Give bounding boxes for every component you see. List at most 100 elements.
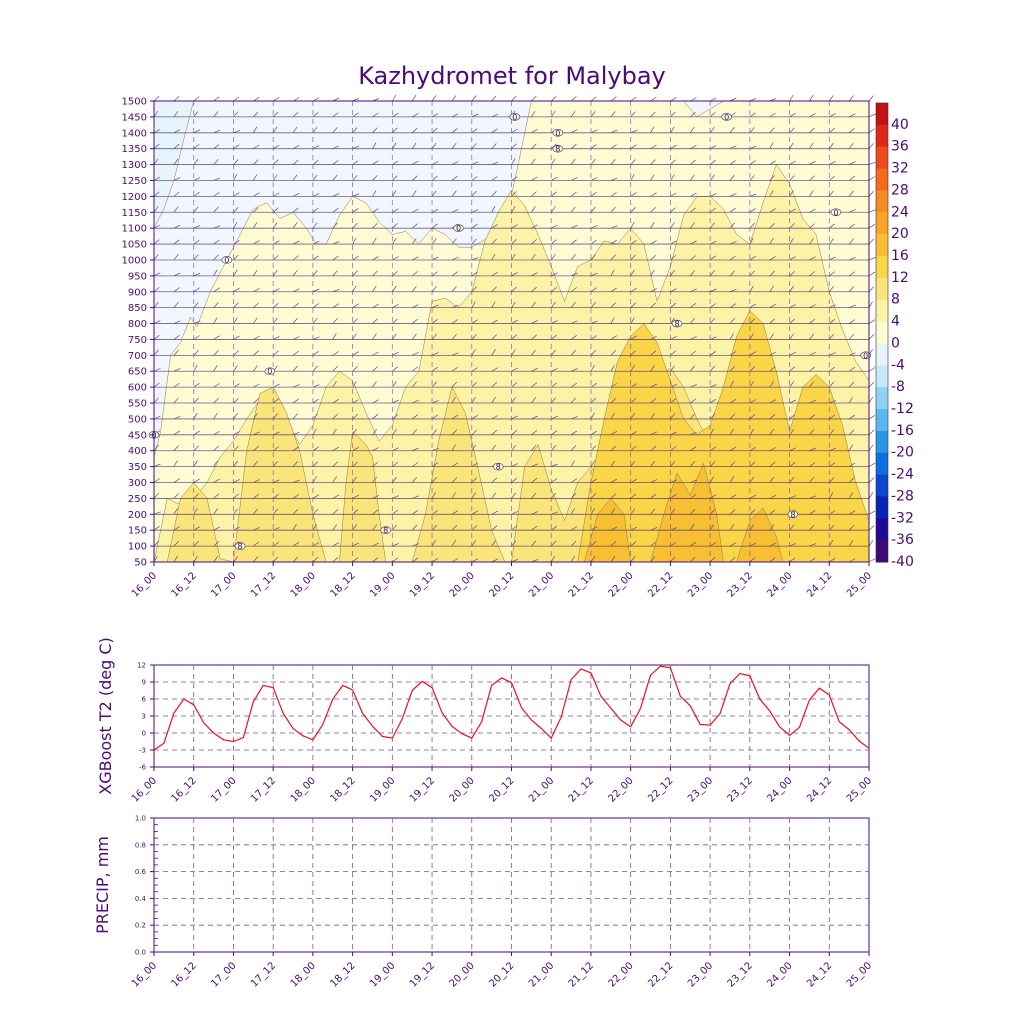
wind-barb (431, 333, 437, 340)
wind-barb (173, 368, 181, 372)
wind-barb (253, 96, 260, 102)
wind-barb (709, 97, 717, 102)
wind-barb (431, 271, 438, 277)
wind-barb (829, 319, 836, 324)
wind-barb (411, 381, 417, 388)
wind-barb (431, 429, 437, 436)
wind-barb (769, 494, 777, 499)
wind-barb (769, 127, 775, 134)
wind-barb (471, 257, 479, 261)
wind-barb (789, 447, 797, 452)
wind-barb (789, 543, 797, 547)
wind-barb (789, 270, 796, 277)
wind-barb (769, 237, 774, 245)
wind-barb (253, 207, 259, 213)
wind-barb (511, 367, 518, 372)
wind-barb (749, 381, 754, 388)
wind-barb (272, 494, 280, 499)
wind-barb (709, 509, 716, 515)
x-tick-label: 25_00 (845, 775, 874, 804)
x-tick-label: 18_00 (289, 775, 318, 804)
wind-barb (332, 160, 339, 165)
wind-barb (491, 319, 498, 324)
wind-barb (729, 494, 737, 499)
wind-barb (213, 225, 221, 229)
y-tick-label: 900 (128, 287, 147, 298)
wind-barb (471, 238, 477, 245)
wind-barb (868, 381, 875, 388)
wind-barb (411, 285, 417, 292)
wind-barb (213, 508, 218, 515)
wind-barb (312, 193, 320, 197)
wind-barb (253, 350, 259, 356)
wind-barb (213, 445, 219, 451)
wind-barb (471, 301, 476, 308)
wind-barb (709, 413, 716, 420)
wind-barb (372, 190, 377, 197)
wind-barb (451, 142, 457, 149)
wind-barb (670, 365, 675, 372)
wind-barb (292, 159, 299, 165)
wind-barb (233, 445, 239, 451)
x-tick-label: 24_00 (765, 960, 794, 989)
wind-barb (392, 304, 399, 308)
wind-barb (868, 238, 874, 245)
wind-barb (729, 524, 735, 531)
contour-label: 8 (787, 510, 799, 519)
wind-barb (849, 304, 856, 308)
wind-barb (372, 399, 379, 404)
wind-barb (412, 447, 419, 452)
wind-barb (749, 446, 757, 452)
wind-barb (312, 318, 318, 324)
wind-barb (411, 366, 418, 372)
wind-barb (173, 540, 180, 547)
wind-barb (511, 319, 518, 324)
wind-barb (550, 158, 556, 165)
wind-barb (690, 159, 696, 165)
wind-barb (729, 222, 735, 229)
wind-barb (451, 286, 457, 292)
wind-barb (153, 301, 159, 308)
wind-barb (253, 446, 259, 451)
wind-barb (829, 524, 835, 531)
wind-barb (392, 351, 399, 356)
wind-barb (749, 222, 755, 229)
wind-barb (471, 95, 477, 102)
wind-barb (729, 446, 737, 452)
x-tick-label: 20_12 (487, 570, 516, 599)
wind-barb (848, 510, 856, 515)
wind-barb (809, 495, 817, 499)
wind-barb (531, 206, 536, 213)
wind-barb (352, 237, 357, 245)
wind-barb (332, 413, 338, 420)
colorbar-label: -20 (891, 445, 914, 461)
wind-barb (173, 206, 179, 213)
wind-barb (312, 159, 319, 165)
x-tick-label: 19_12 (408, 570, 437, 599)
wind-barb (193, 239, 200, 245)
wind-barb (670, 269, 675, 277)
wind-barb (809, 271, 816, 277)
wind-barb (511, 272, 518, 277)
y-tick-label: -6 (139, 764, 147, 772)
wind-barb (670, 494, 677, 499)
wind-barb (173, 397, 179, 404)
wind-barb (709, 461, 716, 467)
wind-barb (153, 206, 159, 213)
x-tick-label: 22_00 (606, 775, 635, 804)
wind-barb (749, 270, 755, 277)
contour-region-8d (411, 386, 506, 563)
wind-barb (491, 224, 498, 229)
wind-barb (868, 444, 874, 451)
wind-barb (630, 335, 637, 340)
wind-barb (213, 96, 220, 102)
wind-barb (431, 366, 438, 372)
wind-barb (610, 430, 618, 436)
colorbar-label: 20 (891, 226, 909, 242)
wind-barb (352, 524, 357, 531)
wind-barb (411, 271, 418, 277)
wind-barb (829, 286, 834, 292)
wind-barb (491, 367, 498, 372)
wind-barb (670, 126, 675, 133)
wind-barb (769, 175, 775, 181)
